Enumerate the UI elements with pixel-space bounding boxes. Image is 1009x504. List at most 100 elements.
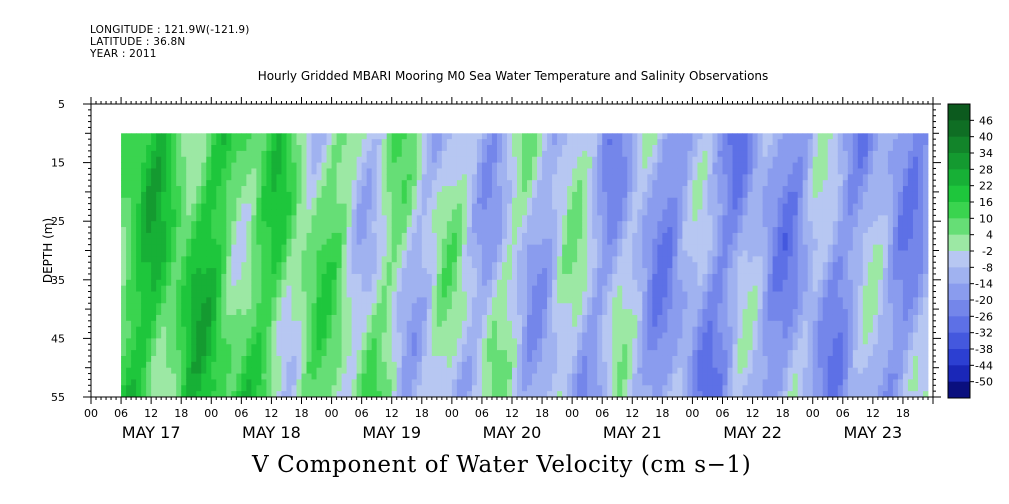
heat-cell xyxy=(617,373,623,380)
heat-cell xyxy=(607,291,613,298)
heat-cell xyxy=(421,344,428,351)
heat-cell xyxy=(481,150,488,158)
heat-cell xyxy=(486,273,493,281)
heat-cell xyxy=(291,168,297,175)
heat-cell xyxy=(577,320,583,328)
heat-cell xyxy=(131,361,137,369)
heat-cell xyxy=(446,133,453,140)
heat-cell xyxy=(221,139,227,146)
heat-cell xyxy=(446,320,453,328)
heat-cell xyxy=(491,227,498,234)
heat-cell xyxy=(251,250,257,257)
heat-cell xyxy=(346,168,353,175)
heat-cell xyxy=(597,355,603,363)
heat-cell xyxy=(587,361,593,369)
heat-cell xyxy=(441,174,448,181)
heat-cell xyxy=(206,338,212,345)
heat-cell xyxy=(311,197,317,205)
heat-cell xyxy=(672,203,678,210)
heat-cell xyxy=(266,285,272,292)
heat-cell xyxy=(341,186,348,193)
heat-cell xyxy=(522,338,528,345)
heat-cell xyxy=(431,279,438,287)
heat-cell xyxy=(301,145,307,152)
heat-cell xyxy=(211,309,217,316)
heat-cell xyxy=(537,139,543,146)
heat-cell xyxy=(271,314,277,322)
heat-cell xyxy=(406,361,413,369)
heat-cell xyxy=(662,256,668,263)
heat-cell xyxy=(461,250,468,257)
heat-cell xyxy=(356,385,363,392)
heat-cell xyxy=(627,232,633,240)
heat-cell xyxy=(151,320,157,328)
heat-cell xyxy=(587,232,593,240)
heat-cell xyxy=(431,133,438,140)
heat-cell xyxy=(206,303,212,310)
heat-cell xyxy=(602,314,608,322)
heat-cell xyxy=(607,221,613,228)
heat-cell xyxy=(597,268,603,275)
heat-cell xyxy=(221,156,227,163)
heat-cell xyxy=(486,285,493,292)
heat-cell xyxy=(557,373,563,380)
heat-cell xyxy=(371,355,378,363)
heat-cell xyxy=(481,168,488,175)
heat-cell xyxy=(256,256,262,263)
heat-cell xyxy=(657,385,663,392)
heat-cell xyxy=(141,262,147,269)
heat-cell xyxy=(146,156,152,163)
heat-cell xyxy=(501,268,508,275)
heat-cell xyxy=(126,373,132,380)
heat-cell xyxy=(356,268,363,275)
heat-cell xyxy=(456,221,463,228)
heat-cell xyxy=(491,209,498,216)
heat-cell xyxy=(451,391,458,398)
heat-cell xyxy=(306,385,312,392)
heat-cell xyxy=(567,373,573,380)
heat-cell xyxy=(612,250,618,257)
heat-cell xyxy=(141,145,147,152)
heat-cell xyxy=(146,367,152,374)
heat-cell xyxy=(607,303,613,310)
heat-cell xyxy=(557,145,563,152)
heat-cell xyxy=(316,361,322,369)
heat-cell xyxy=(667,338,673,345)
heat-cell xyxy=(216,297,222,304)
heat-cell xyxy=(627,180,633,187)
heat-cell xyxy=(532,391,538,398)
heat-cell xyxy=(481,344,488,351)
heat-cell xyxy=(191,262,197,269)
heat-cell xyxy=(331,355,337,363)
heat-cell xyxy=(216,344,222,351)
heat-cell xyxy=(446,197,453,205)
heat-cell xyxy=(136,227,142,234)
heat-cell xyxy=(281,379,287,386)
heat-cell xyxy=(637,203,643,210)
heat-cell xyxy=(281,203,287,210)
heat-cell xyxy=(231,221,237,228)
heat-cell xyxy=(336,344,342,351)
heat-cell xyxy=(627,350,633,357)
heat-cell xyxy=(226,133,232,140)
heat-cell xyxy=(421,303,428,310)
heat-cell xyxy=(612,232,618,240)
heat-cell xyxy=(341,391,348,398)
heat-cell xyxy=(542,156,548,163)
heat-cell xyxy=(241,133,247,140)
heat-cell xyxy=(206,250,212,257)
heat-cell xyxy=(301,256,307,263)
heat-cell xyxy=(652,355,658,363)
heat-cell xyxy=(572,385,578,392)
heat-cell xyxy=(557,361,563,369)
heat-cell xyxy=(271,203,277,210)
heat-cell xyxy=(662,273,668,281)
heat-cell xyxy=(441,145,448,152)
heat-cell xyxy=(381,174,388,181)
heat-cell xyxy=(356,350,363,357)
heat-cell xyxy=(607,250,613,257)
heat-cell xyxy=(657,209,663,216)
heat-cell xyxy=(326,191,332,199)
heat-cell xyxy=(501,361,508,369)
heat-cell xyxy=(441,297,448,304)
